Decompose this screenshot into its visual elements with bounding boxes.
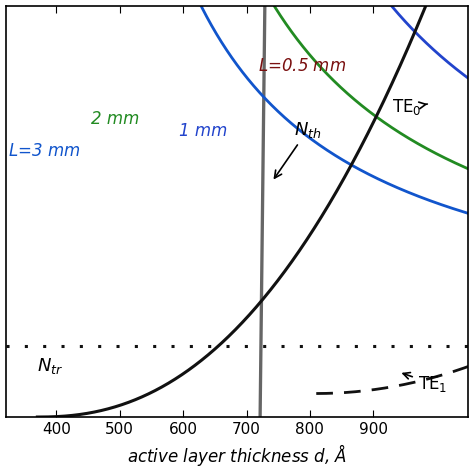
Text: TE$_1$: TE$_1$ (403, 373, 447, 394)
Text: TE$_0$: TE$_0$ (392, 98, 428, 118)
Text: $L$=0.5 mm: $L$=0.5 mm (258, 57, 346, 75)
Text: $N_{tr}$: $N_{tr}$ (37, 356, 64, 376)
Text: $L$=3 mm: $L$=3 mm (8, 142, 80, 160)
X-axis label: active layer thickness $d$, Å: active layer thickness $d$, Å (127, 442, 347, 468)
Text: 2 mm: 2 mm (91, 110, 139, 128)
Text: $N_{th}$: $N_{th}$ (274, 120, 322, 178)
Text: 1 mm: 1 mm (179, 122, 228, 140)
